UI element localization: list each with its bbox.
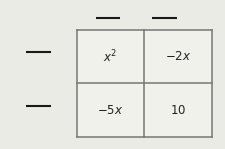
Text: $-5x$: $-5x$ (97, 104, 124, 117)
Text: $x^2$: $x^2$ (103, 48, 117, 65)
Bar (76, 83, 144, 137)
Bar (76, 30, 144, 83)
Text: $10$: $10$ (170, 104, 186, 117)
Bar (144, 30, 212, 83)
Text: $-2x$: $-2x$ (164, 50, 191, 63)
Bar (144, 83, 212, 137)
